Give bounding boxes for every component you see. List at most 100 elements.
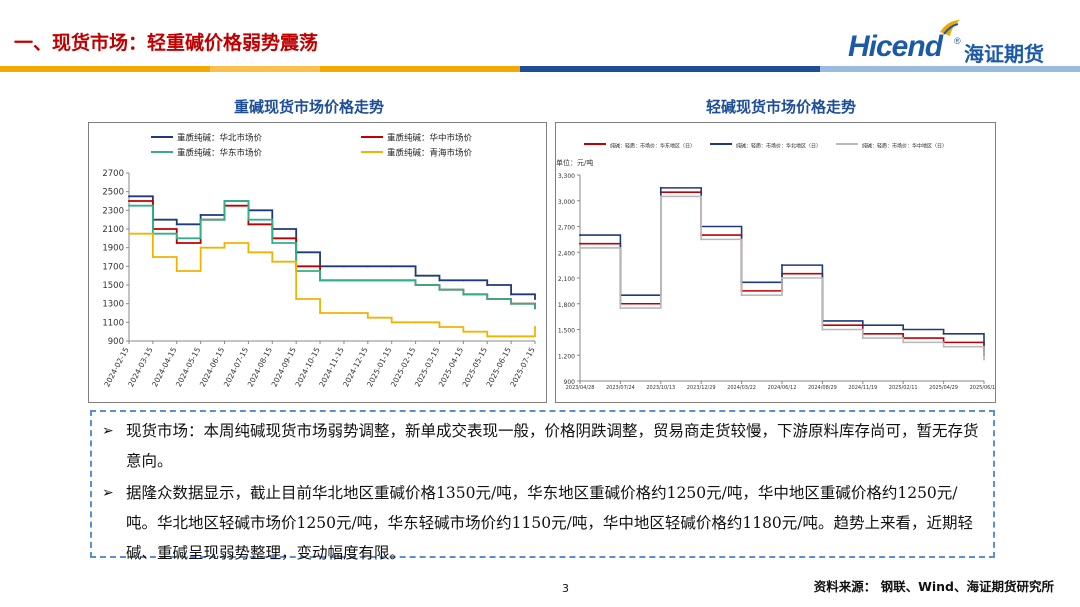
y-tick-label: 2,100	[558, 276, 575, 283]
y-tick-label: 2300	[102, 206, 124, 216]
data-point	[175, 242, 178, 244]
data-point	[128, 232, 130, 235]
logo-latin: Hicend	[848, 30, 943, 63]
right-chart-title: 轻碱现货市场价格走势	[706, 98, 857, 116]
series-line	[129, 200, 536, 309]
data-point	[983, 358, 985, 361]
y-tick-label: 2700	[102, 169, 124, 179]
x-tick-label: 2025-07-15	[508, 346, 537, 389]
data-point	[247, 218, 250, 221]
data-point	[175, 270, 178, 272]
y-tick-label: 3,300	[558, 173, 575, 180]
series-line	[129, 195, 536, 299]
y-tick-label: 1300	[102, 300, 124, 310]
x-tick-label: 2023/07/24	[606, 385, 635, 391]
left-chart-title: 重碱现货市场价格走势	[234, 98, 385, 116]
data-point	[390, 321, 393, 324]
light-soda-chart-frame: 纯碱：轻质：市场价：华东地区（日） 纯碱：轻质：市场价：华北地区（日） 纯碱：轻质：…	[555, 122, 998, 403]
data-point	[438, 279, 441, 282]
data-point	[700, 238, 703, 241]
data-point	[821, 328, 824, 331]
data-point	[247, 223, 250, 226]
legend-label: 重质纯碱：华北市场价	[177, 133, 263, 144]
data-point	[271, 260, 274, 263]
y-tick-label: 1,500	[558, 328, 575, 335]
note-text: 据隆众数据显示，截止目前华北地区重碱价格1350元/吨，华东地区重碱价格约125…	[126, 484, 974, 562]
y-tick-label: 900	[564, 379, 576, 386]
logo-cn: 海证期货	[964, 42, 1044, 66]
company-logo: Hicend ® 海证期货	[848, 20, 1058, 68]
light-soda-chart: 纯碱：轻质：市场价：华东地区（日） 纯碱：轻质：市场价：华北地区（日） 纯碱：轻质：…	[556, 143, 998, 392]
data-point	[342, 312, 345, 314]
legend-label: 重质纯碱：华中市场价	[387, 133, 473, 144]
data-point	[342, 279, 345, 282]
bullet-arrow-icon: ➢	[102, 423, 114, 439]
y-tick-label: 900	[108, 337, 124, 347]
data-point	[223, 200, 226, 202]
legend-label: 重质纯碱：华东市场价	[177, 148, 263, 159]
y-tick-label: 2,400	[558, 250, 575, 257]
data-point	[366, 316, 369, 319]
data-point	[534, 307, 536, 310]
series-line	[129, 200, 536, 309]
data-point	[781, 264, 783, 267]
data-point	[740, 294, 743, 297]
data-point	[175, 237, 178, 240]
data-point	[510, 293, 513, 296]
data-point	[510, 302, 513, 305]
data-point	[861, 324, 864, 327]
note-item: ➢ 据隆众数据显示，截止目前华北地区重碱价格1350元/吨，华东地区重碱价格约1…	[102, 478, 983, 568]
bullet-arrow-icon: ➢	[102, 485, 114, 501]
y-tick-label: 2,700	[558, 225, 575, 232]
x-tick-label: 2024/03/22	[727, 385, 756, 391]
data-point	[534, 298, 536, 300]
data-point	[942, 332, 945, 335]
data-point	[534, 326, 536, 328]
y-tick-label: 1100	[102, 318, 124, 328]
data-point	[366, 279, 369, 282]
data-point	[579, 242, 581, 245]
data-point	[486, 335, 489, 338]
x-tick-label: 2023/04/28	[566, 385, 595, 391]
x-tick-label: 2024/06/12	[768, 385, 797, 391]
y-axis-unit: 单位：元/吨	[556, 158, 593, 167]
data-point	[199, 214, 202, 216]
commentary-box: ➢ 现货市场：本周纯碱现货市场弱势调整，新单成交表现一般，价格阴跌调整，贸易商走…	[90, 410, 995, 562]
logo-reg-mark: ®	[954, 36, 961, 46]
x-tick-label: 2025/06/15	[970, 385, 995, 391]
data-point	[659, 186, 662, 189]
data-point	[366, 265, 369, 268]
x-tick-label: 2023/12/29	[687, 385, 716, 391]
x-tick-label: 2023/10/13	[646, 385, 675, 391]
data-point	[619, 307, 622, 310]
data-point	[462, 293, 465, 296]
legend-label: 纯碱：轻质：市场价：华东地区（日）	[610, 143, 695, 150]
y-tick-label: 1,200	[558, 353, 575, 360]
data-point	[942, 345, 945, 348]
y-tick-label: 2100	[102, 225, 124, 235]
data-point	[390, 279, 393, 282]
data-point	[414, 321, 417, 324]
data-point	[175, 223, 178, 226]
data-point	[579, 234, 581, 237]
series-line	[129, 232, 536, 338]
series-line	[580, 187, 985, 351]
note-item: ➢ 现货市场：本周纯碱现货市场弱势调整，新单成交表现一般，价格阴跌调整，贸易商走…	[102, 416, 983, 476]
y-tick-label: 3,000	[558, 199, 575, 206]
data-point	[128, 204, 130, 207]
x-tick-label: 2024/11/19	[848, 385, 877, 391]
data-point	[342, 265, 345, 268]
page-number: 3	[562, 582, 569, 595]
data-point	[390, 265, 393, 268]
data-point	[128, 200, 130, 202]
data-point	[510, 335, 513, 338]
data-point	[319, 279, 322, 282]
data-point	[295, 298, 298, 300]
page-title: 一、现货市场：轻重碱价格弱势震荡	[14, 32, 319, 54]
data-point	[271, 242, 274, 244]
legend-label: 纯碱：轻质：市场价：华中地区（日）	[862, 143, 947, 150]
y-tick-label: 1,800	[558, 302, 575, 309]
y-tick-label: 1700	[102, 262, 124, 272]
y-tick-label: 2500	[102, 188, 124, 198]
